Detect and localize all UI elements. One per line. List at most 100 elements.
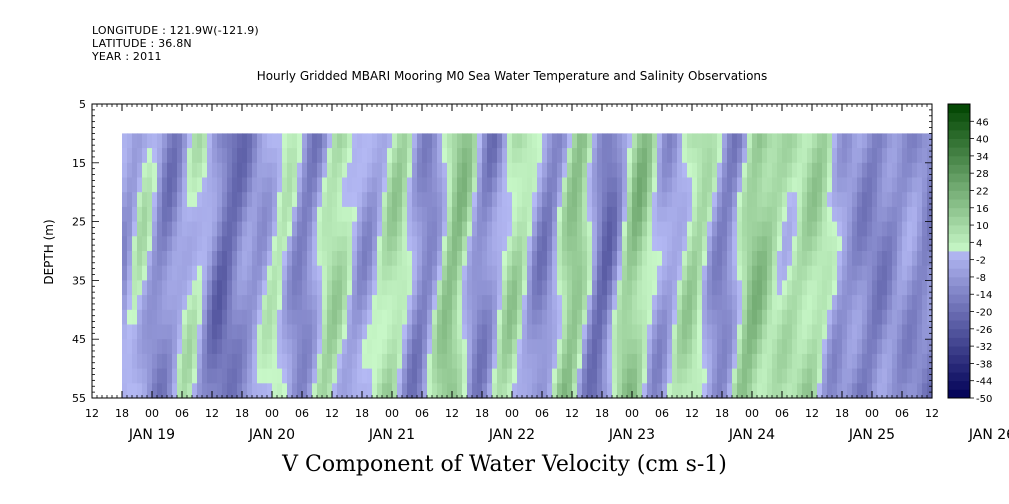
heatmap-cell: [357, 251, 363, 267]
heatmap-cell: [567, 177, 573, 193]
colorbar-tick-label: -38: [976, 359, 992, 370]
heatmap-cell: [692, 368, 698, 384]
heatmap-cell: [262, 295, 268, 311]
heatmap-cell: [247, 192, 253, 208]
heatmap-cell: [822, 368, 828, 384]
colorbar-tick-label: -50: [976, 394, 992, 405]
heatmap-cell: [382, 148, 388, 164]
heatmap-cell: [827, 280, 833, 296]
heatmap-cell: [627, 339, 633, 355]
heatmap-cell: [682, 280, 688, 296]
heatmap-cell: [582, 162, 588, 179]
heatmap-cell: [287, 177, 293, 193]
heatmap-cell: [722, 148, 728, 164]
heatmap-cell: [182, 251, 188, 267]
heatmap-cell: [677, 177, 683, 193]
heatmap-cell: [917, 221, 923, 237]
heatmap-cell: [392, 236, 398, 252]
heatmap-cell: [617, 162, 623, 179]
heatmap-cell: [392, 148, 398, 164]
heatmap-cell: [657, 162, 663, 179]
heatmap-cell: [842, 383, 848, 399]
heatmap-cell: [432, 177, 438, 193]
heatmap-cell: [707, 339, 713, 355]
heatmap-cell: [152, 133, 158, 149]
heatmap-cell: [497, 353, 503, 370]
heatmap-cell: [732, 280, 738, 296]
heatmap-cell: [882, 206, 888, 223]
heatmap-cell: [157, 280, 163, 296]
heatmap-cell: [812, 192, 818, 208]
heatmap-cell: [822, 339, 828, 355]
heatmap-cell: [317, 383, 323, 399]
heatmap-cell: [237, 280, 243, 296]
heatmap-cell: [142, 383, 148, 399]
heatmap-cell: [182, 368, 188, 384]
heatmap-cell: [197, 206, 203, 223]
heatmap-cell: [757, 295, 763, 311]
heatmap-cell: [142, 236, 148, 252]
heatmap-cell: [322, 353, 328, 370]
heatmap-cell: [632, 353, 638, 370]
heatmap-cell: [847, 368, 853, 384]
heatmap-cell: [362, 148, 368, 164]
heatmap-cell: [452, 133, 458, 149]
heatmap-cell: [312, 353, 318, 370]
heatmap-cell: [797, 177, 803, 193]
heatmap-cell: [332, 133, 338, 149]
heatmap-cell: [642, 177, 648, 193]
heatmap-cell: [587, 206, 593, 223]
heatmap-cell: [887, 383, 893, 399]
heatmap-cell: [237, 177, 243, 193]
heatmap-cell: [527, 383, 533, 399]
heatmap-cell: [147, 177, 153, 193]
heatmap-cell: [242, 177, 248, 193]
heatmap-cell: [752, 192, 758, 208]
heatmap-cell: [437, 265, 443, 281]
heatmap-cell: [737, 265, 743, 281]
heatmap-cell: [907, 236, 913, 252]
heatmap-cell: [832, 353, 838, 370]
heatmap-cell: [392, 265, 398, 281]
heatmap-cell: [477, 177, 483, 193]
heatmap-cell: [277, 309, 283, 326]
heatmap-cell: [637, 280, 643, 296]
heatmap-cell: [902, 309, 908, 326]
heatmap-cell: [377, 251, 383, 267]
heatmap-cell: [432, 265, 438, 281]
heatmap-cell: [252, 162, 258, 179]
heatmap-cell: [337, 353, 343, 370]
heatmap-cell: [122, 177, 128, 193]
heatmap-cell: [877, 368, 883, 384]
heatmap-cell: [262, 206, 268, 223]
heatmap-cell: [302, 280, 308, 296]
heatmap-cell: [772, 265, 778, 281]
heatmap-cell: [217, 221, 223, 237]
x-day-label: JAN 21: [368, 427, 415, 443]
heatmap-cell: [667, 309, 673, 326]
heatmap-cell: [792, 383, 798, 399]
heatmap-cell: [837, 251, 843, 267]
heatmap-cell: [922, 148, 928, 164]
heatmap-cell: [502, 206, 508, 223]
heatmap-cell: [127, 251, 133, 267]
heatmap-cell: [627, 133, 633, 149]
heatmap-cell: [312, 280, 318, 296]
heatmap-cell: [712, 280, 718, 296]
heatmap-cell: [557, 192, 563, 208]
heatmap-cell: [847, 280, 853, 296]
heatmap-cell: [502, 265, 508, 281]
heatmap-cell: [737, 133, 743, 149]
heatmap-cell: [832, 162, 838, 179]
heatmap-cell: [302, 251, 308, 267]
heatmap-cell: [472, 206, 478, 223]
heatmap-cell: [362, 353, 368, 370]
heatmap-cell: [737, 339, 743, 355]
heatmap-cell: [737, 368, 743, 384]
heatmap-cell: [852, 295, 858, 311]
heatmap-cell: [192, 324, 198, 340]
heatmap-cell: [822, 251, 828, 267]
heatmap-cell: [832, 339, 838, 355]
heatmap-cell: [532, 206, 538, 223]
heatmap-cell: [917, 206, 923, 223]
